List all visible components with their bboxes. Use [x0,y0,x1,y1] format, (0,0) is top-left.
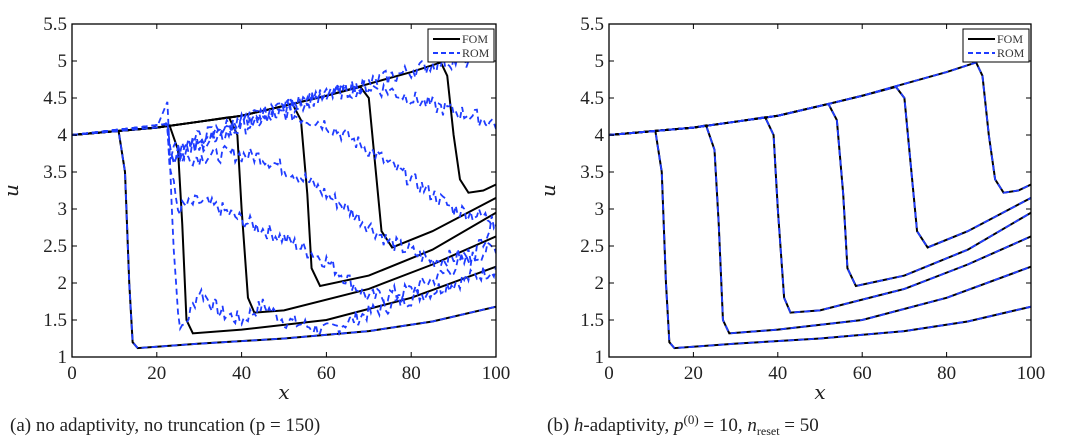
y-tick-label: 4.5 [580,88,604,109]
x-axis-label: x [814,380,825,404]
x-tick-label: 0 [67,363,77,384]
rom-curve-3 [609,116,1031,314]
caption-text: (b) [547,415,574,436]
y-tick-label: 3.5 [43,162,67,183]
y-tick-label: 2 [58,273,68,294]
y-tick-label: 2.5 [580,236,604,257]
y-tick-label: 3.5 [580,162,604,183]
x-tick-label: 0 [604,363,614,384]
legend-label-fom: FOM [462,32,488,46]
y-tick-label: 3 [58,199,68,220]
x-tick-label: 40 [232,363,251,384]
y-tick-label: 4.5 [43,88,67,109]
rom-curve-6 [72,78,496,167]
fom-curve-1 [609,130,1031,350]
y-tick-label: 1.5 [580,310,604,331]
x-axis-label: x [278,380,289,404]
fom-curve-4 [72,102,496,288]
caption-text: = 50 [780,415,819,436]
caption: (a) no adaptivity, no truncation (p = 15… [10,415,320,436]
rom-curve-5 [72,104,496,227]
caption-text: h [574,415,584,436]
caption: (b) h-adaptivity, p(0) = 10, nreset = 50 [547,412,819,438]
rom-curve-1 [609,130,1031,350]
fom-curve-3 [72,116,496,314]
y-tick-label: 3 [595,199,605,220]
y-tick-label: 1 [595,347,605,368]
rom-curve-3 [72,123,496,304]
fom-curve-5 [609,85,1031,249]
fom-curve-6 [609,61,1031,194]
fom-curve-4 [609,102,1031,288]
x-tick-label: 20 [684,363,703,384]
x-tick-label: 60 [853,363,872,384]
legend-label-rom: ROM [462,46,490,60]
caption-text: p [672,415,684,436]
legend-box [427,28,495,63]
fom-curve-6 [72,61,496,194]
legend-box [962,28,1030,63]
fom-curve-3 [609,116,1031,314]
x-tick-label: 100 [482,363,511,384]
caption-text: = 10, [699,415,748,436]
rom-curve-5 [609,85,1031,249]
y-tick-label: 5 [58,51,68,72]
fom-curve-2 [609,124,1031,335]
axes-frame [71,23,497,358]
rom-curve-2 [609,124,1031,335]
caption-subscript: reset [757,424,780,438]
y-tick-label: 2 [595,273,605,294]
x-tick-label: 40 [768,363,787,384]
y-tick-label: 2.5 [43,236,67,257]
y-tick-label: 4 [595,125,605,146]
y-tick-label: 1 [58,347,68,368]
y-axis-label: u [0,184,23,197]
rom-curve-1 [72,130,496,350]
x-tick-label: 20 [147,363,166,384]
x-tick-label: 80 [402,363,421,384]
rom-curve-4 [72,123,496,271]
y-axis-label: u [536,184,560,197]
y-tick-label: 5.5 [43,14,67,35]
fom-curve-1 [72,130,496,350]
x-tick-label: 80 [937,363,956,384]
y-tick-label: 5.5 [580,14,604,35]
x-tick-label: 100 [1017,363,1046,384]
axes-frame [608,23,1032,358]
caption-text: -adaptivity, [583,415,674,436]
rom-curve-4 [609,102,1031,287]
y-tick-label: 4 [58,125,68,146]
legend-label-fom: FOM [997,32,1023,46]
y-tick-label: 1.5 [43,310,67,331]
panel-b: 0 20 40 60 80 100 1 1.5 2 2.5 3 3.5 4 4.5 5 5.5 x u FOMROM… [536,14,1045,438]
caption-text: n [747,415,757,436]
caption-superscript: (0) [683,412,698,427]
rom-curve-6 [609,61,1031,194]
legend-label-rom: ROM [997,46,1025,60]
y-tick-label: 5 [595,51,605,72]
rom-curve-7 [72,51,476,156]
panel-a: 0 20 40 60 80 100 1 1.5 2 2.5 3 3.5 4 4.5 5 5.5 x u FOMROM… [0,14,510,436]
fom-curve-2 [72,124,496,335]
x-tick-label: 60 [317,363,336,384]
rom-curve-2 [72,101,496,337]
